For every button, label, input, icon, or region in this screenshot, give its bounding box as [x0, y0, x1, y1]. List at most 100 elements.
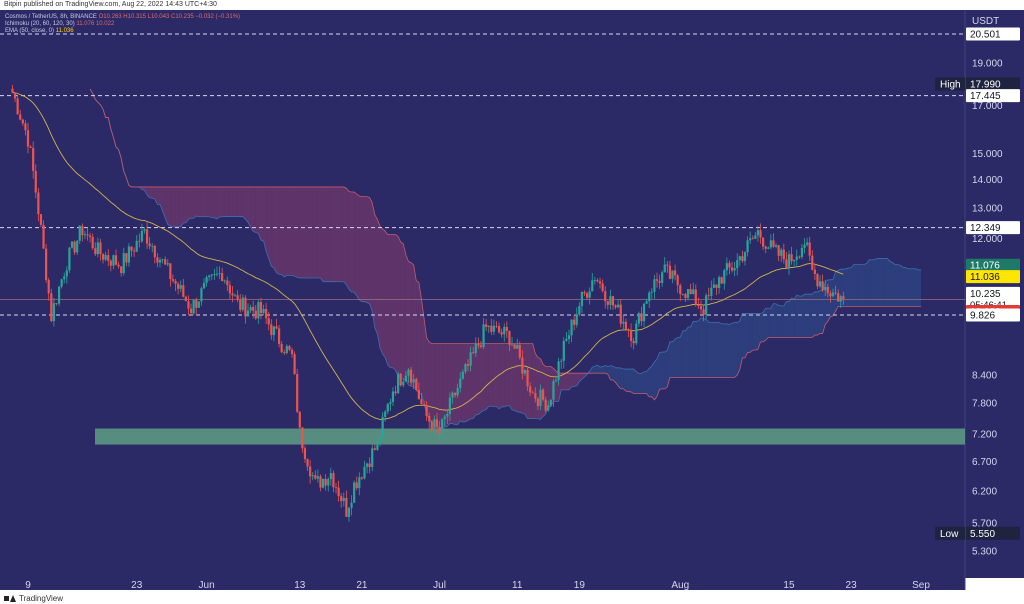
candle: [200, 286, 203, 306]
candle: [319, 474, 322, 492]
candle: [560, 358, 563, 369]
candle: [728, 260, 731, 275]
candle: [645, 298, 648, 304]
candle: [521, 350, 524, 380]
price-tick: 17.000: [972, 101, 1003, 112]
candle: [705, 293, 708, 320]
candle: [197, 301, 200, 309]
candle: [800, 244, 804, 259]
candle: [505, 321, 508, 339]
currency-label: USDT: [972, 16, 999, 27]
candle: [585, 291, 589, 301]
candle: [76, 239, 79, 255]
candle: [384, 409, 387, 422]
candle: [363, 460, 366, 480]
candle: [24, 120, 27, 136]
candle: [824, 279, 827, 297]
candle: [707, 287, 710, 300]
candle: [474, 337, 477, 357]
candle: [619, 298, 622, 328]
time-axis: 9 23 Jun 13 21 Jul 11 19 Aug 15 23 Sep: [25, 580, 930, 591]
candle: [658, 274, 661, 289]
candle: [81, 223, 84, 242]
candle: [668, 260, 672, 280]
candle: [65, 266, 68, 284]
candle: [433, 415, 436, 434]
chart-canvas[interactable]: USDT 19.000 17.000 15.000 14.000 13.000 12.00…: [0, 10, 1024, 591]
candle: [324, 474, 327, 491]
candle: [575, 307, 578, 328]
tradingview-brand[interactable]: TradingView: [4, 592, 63, 604]
candle: [130, 246, 133, 257]
candle: [169, 263, 172, 287]
candle: [422, 400, 426, 407]
candle: [376, 434, 379, 451]
candle: [239, 293, 242, 313]
candle: [381, 411, 384, 438]
candle: [637, 311, 640, 327]
legend-ema[interactable]: EMA (50, close, 0) 11.036: [5, 28, 74, 35]
candle: [746, 236, 749, 257]
candle: [11, 84, 14, 94]
candle: [650, 288, 653, 299]
candle: [156, 252, 159, 268]
candle: [461, 369, 464, 380]
svg-text:11.036: 11.036: [970, 272, 1000, 283]
candle: [415, 377, 418, 392]
candle: [404, 371, 408, 382]
candle: [241, 294, 244, 312]
candle: [120, 266, 123, 277]
candle: [246, 303, 250, 317]
candle: [446, 409, 449, 424]
candle: [759, 223, 762, 244]
candle: [503, 323, 506, 342]
candle: [122, 247, 125, 276]
legend-ichimoku[interactable]: Ichimoku (20, 60, 120, 30) 11.076 10.022: [5, 21, 114, 28]
candle: [60, 278, 63, 289]
candle: [29, 145, 32, 148]
candle: [47, 277, 50, 301]
price-chart[interactable]: USDT 19.000 17.000 15.000 14.000 13.000 12.00…: [0, 10, 1024, 591]
candle: [627, 328, 630, 338]
candle: [591, 273, 594, 292]
candle: [114, 249, 118, 266]
candle: [570, 319, 573, 343]
candle: [632, 338, 635, 350]
candle: [723, 268, 726, 290]
candle: [679, 283, 682, 302]
candle: [653, 274, 656, 300]
candle: [598, 277, 602, 289]
candle: [469, 346, 472, 372]
symbol-name: Cosmos / TetherUS, 8h, BINANCE: [5, 14, 97, 20]
svg-text:17.445: 17.445: [970, 91, 1001, 102]
candle: [311, 472, 314, 481]
horizontal-levels: [0, 33, 965, 316]
candle: [184, 295, 187, 302]
candle: [210, 274, 213, 280]
candle: [774, 242, 778, 249]
candle: [531, 390, 534, 394]
time-axis-background: [0, 578, 965, 590]
candle: [733, 262, 736, 277]
candle: [562, 337, 565, 369]
candle: [834, 285, 837, 296]
candle: [526, 367, 529, 392]
candle: [702, 305, 705, 322]
ohlc-values: O10.263 H10.315 L10.043 C10.235 −0.032 (…: [98, 14, 241, 20]
candle: [50, 288, 53, 323]
candle: [301, 426, 304, 453]
candle: [283, 349, 286, 356]
candle: [710, 280, 713, 301]
candle: [787, 250, 791, 275]
candle: [298, 411, 301, 429]
candle: [793, 259, 796, 268]
candle: [826, 283, 829, 298]
candle: [394, 385, 397, 396]
candle: [456, 383, 459, 398]
candle: [166, 259, 169, 267]
time-tick: Aug: [671, 580, 689, 590]
candle: [495, 321, 498, 329]
candle: [754, 232, 757, 239]
candle: [68, 247, 71, 273]
candle: [249, 304, 252, 313]
